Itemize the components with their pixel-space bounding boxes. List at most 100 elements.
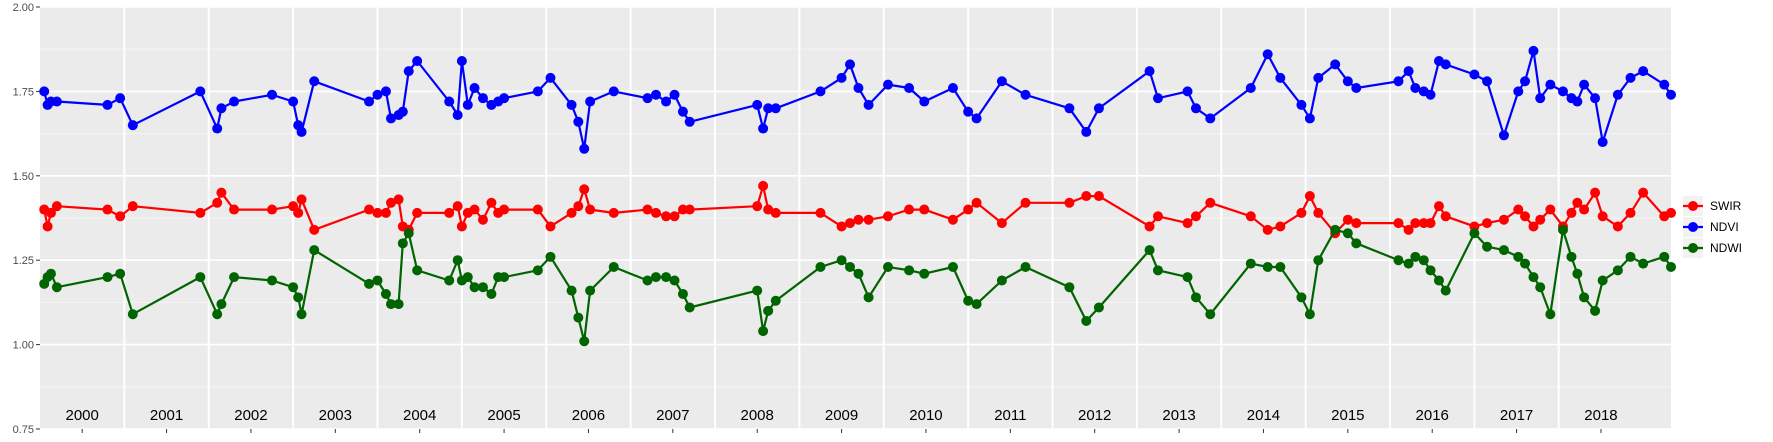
data-point-ndwi <box>1612 265 1623 276</box>
data-point-ndvi <box>444 96 455 107</box>
data-point-ndwi <box>1304 309 1315 320</box>
data-point-swir <box>1313 207 1324 218</box>
data-point-ndvi <box>372 89 383 100</box>
data-point-ndvi <box>1093 103 1104 114</box>
data-point-ndvi <box>1296 99 1307 110</box>
data-point-ndvi <box>380 86 391 97</box>
data-point-ndwi <box>1557 224 1568 235</box>
data-point-swir <box>127 201 138 212</box>
data-point-ndvi <box>684 116 695 127</box>
data-point-swir <box>1572 197 1583 208</box>
legend-label: NDVI <box>1710 220 1739 234</box>
data-point-swir <box>845 218 856 229</box>
data-point-ndwi <box>1313 255 1324 266</box>
data-point-swir <box>585 204 596 215</box>
data-point-ndvi <box>608 86 619 97</box>
data-point-ndvi <box>216 103 227 114</box>
year-label: 2018 <box>1584 407 1617 424</box>
data-point-ndwi <box>1566 251 1577 262</box>
data-point-ndwi <box>1182 272 1193 283</box>
data-point-ndvi <box>212 123 223 134</box>
data-point-swir <box>115 211 126 222</box>
data-point-ndwi <box>127 309 138 320</box>
data-point-ndvi <box>853 83 864 94</box>
data-point-ndwi <box>752 285 763 296</box>
data-point-ndvi <box>267 89 278 100</box>
data-point-swir <box>1535 214 1546 225</box>
data-point-swir <box>684 204 695 215</box>
data-point-swir <box>1410 218 1421 229</box>
data-point-swir <box>477 214 488 225</box>
data-point-ndvi <box>770 103 781 114</box>
year-label: 2001 <box>150 407 183 424</box>
data-point-ndwi <box>585 285 596 296</box>
data-point-ndwi <box>486 288 497 299</box>
data-point-swir <box>815 207 826 218</box>
data-point-ndwi <box>477 282 488 293</box>
data-point-ndwi <box>1342 228 1353 239</box>
year-label: 2017 <box>1500 407 1533 424</box>
data-point-ndwi <box>815 261 826 272</box>
data-point-swir <box>1205 197 1216 208</box>
data-point-swir <box>904 204 915 215</box>
data-point-ndvi <box>1190 103 1201 114</box>
data-point-swir <box>444 207 455 218</box>
data-point-ndwi <box>763 305 774 316</box>
data-point-swir <box>770 207 781 218</box>
data-point-ndwi <box>412 265 423 276</box>
data-point-ndwi <box>216 299 227 310</box>
data-point-swir <box>1433 201 1444 212</box>
data-point-ndvi <box>195 86 206 97</box>
data-point-ndwi <box>1351 238 1362 249</box>
data-point-ndwi <box>1579 292 1590 303</box>
data-point-ndvi <box>882 79 893 90</box>
data-point-swir <box>296 194 307 205</box>
data-point-ndvi <box>462 99 473 110</box>
data-point-ndvi <box>1245 83 1256 94</box>
data-point-swir <box>486 197 497 208</box>
data-point-swir <box>1520 211 1531 222</box>
data-point-ndvi <box>1144 66 1155 77</box>
data-point-ndwi <box>1064 282 1075 293</box>
data-point-swir <box>545 221 556 232</box>
data-point-swir <box>1403 224 1414 235</box>
data-point-ndvi <box>1545 79 1556 90</box>
data-point-swir <box>1425 218 1436 229</box>
data-point-swir <box>499 204 510 215</box>
data-point-ndwi <box>863 292 874 303</box>
data-point-swir <box>1093 191 1104 202</box>
data-point-ndwi <box>758 326 769 337</box>
year-label: 2002 <box>234 407 267 424</box>
data-point-ndwi <box>904 265 915 276</box>
data-point-swir <box>1296 207 1307 218</box>
data-point-swir <box>469 204 480 215</box>
year-label: 2006 <box>572 407 605 424</box>
data-point-ndwi <box>963 295 974 306</box>
data-point-ndvi <box>677 106 688 117</box>
data-point-ndwi <box>947 261 958 272</box>
data-point-ndwi <box>1666 261 1676 272</box>
data-point-swir <box>661 211 672 222</box>
data-point-swir <box>293 207 304 218</box>
data-point-swir <box>267 204 278 215</box>
data-point-ndwi <box>1245 258 1256 269</box>
data-point-swir <box>45 207 56 218</box>
data-point-ndvi <box>1590 93 1601 104</box>
data-point-swir <box>1579 204 1590 215</box>
data-point-ndwi <box>1482 241 1493 252</box>
data-point-ndwi <box>1205 309 1216 320</box>
data-point-swir <box>971 197 982 208</box>
data-point-ndwi <box>642 275 653 286</box>
data-point-swir <box>579 184 590 195</box>
data-point-ndvi <box>456 56 467 67</box>
data-point-ndvi <box>1513 86 1524 97</box>
data-point-ndvi <box>642 93 653 104</box>
data-point-swir <box>195 207 206 218</box>
data-point-ndwi <box>1275 261 1286 272</box>
data-point-swir <box>1190 211 1201 222</box>
data-point-ndvi <box>1579 79 1590 90</box>
data-point-swir <box>1152 211 1163 222</box>
data-point-swir <box>386 197 397 208</box>
data-point-ndvi <box>661 96 672 107</box>
